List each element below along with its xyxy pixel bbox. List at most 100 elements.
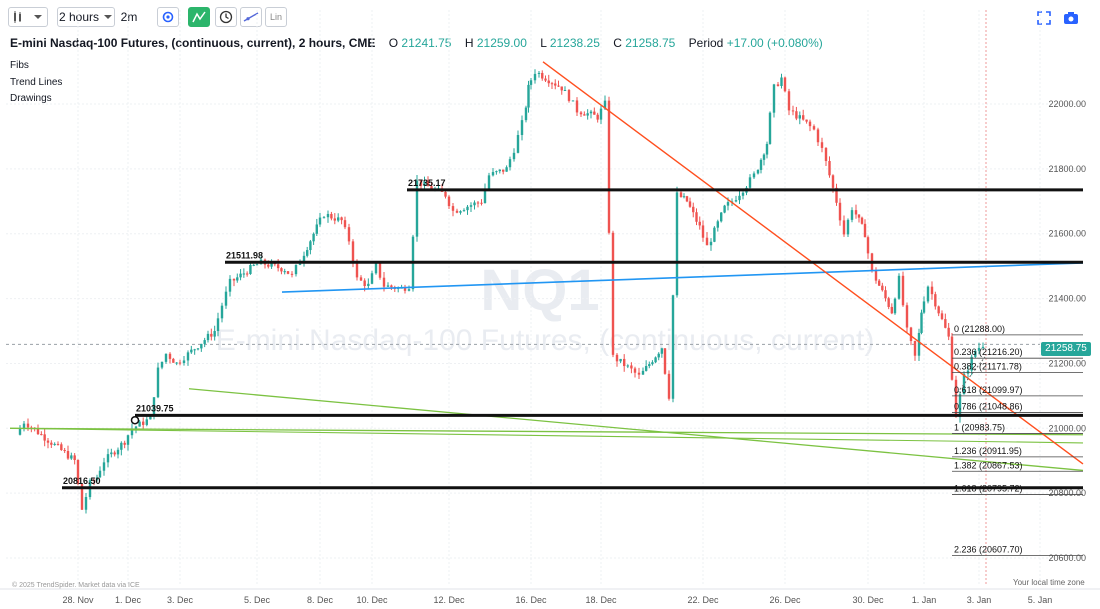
- scale-toggle-button[interactable]: Lin: [265, 7, 287, 27]
- interval-button[interactable]: 2 hours: [57, 7, 115, 27]
- candle-body: [828, 161, 831, 176]
- replay-button[interactable]: [215, 7, 237, 27]
- candle-body: [657, 353, 660, 358]
- green-trendline-lower[interactable]: [188, 388, 1084, 472]
- candle-body: [554, 83, 557, 86]
- overlay-list: Fibs Trend Lines Drawings: [10, 58, 62, 108]
- candle-body: [527, 84, 530, 108]
- green-trendline-mid[interactable]: [9, 427, 1084, 444]
- candle-body: [386, 285, 390, 287]
- candle-body: [579, 112, 583, 115]
- candle-body: [255, 264, 259, 266]
- update-interval-button[interactable]: 2m: [117, 7, 141, 27]
- candle-body: [172, 358, 175, 363]
- candle-body: [550, 83, 554, 85]
- candle-body: [491, 172, 495, 176]
- price-tick-label: 21200.00: [1048, 358, 1086, 368]
- overlay-item-drawings[interactable]: Drawings: [10, 93, 52, 104]
- blue-trendline[interactable]: [281, 262, 1084, 293]
- candle-body: [887, 298, 890, 307]
- candle-body: [462, 210, 466, 212]
- candle-body: [524, 107, 528, 121]
- candle-body: [893, 298, 897, 314]
- candle-body: [857, 214, 861, 218]
- price-tick-label: 21600.00: [1048, 229, 1086, 239]
- candle-body: [667, 373, 671, 399]
- scale-label: Lin: [269, 12, 282, 22]
- candle-body: [40, 434, 43, 436]
- candle-body: [130, 428, 134, 436]
- green-trendline-flat[interactable]: [9, 427, 1084, 436]
- candle-body: [459, 211, 462, 213]
- candle-body: [98, 470, 102, 478]
- price-tick-label: 21000.00: [1048, 423, 1086, 433]
- candle-body: [947, 327, 950, 337]
- candle-body: [95, 477, 99, 481]
- candle-body: [877, 280, 881, 286]
- fullscreen-button[interactable]: [1037, 11, 1051, 25]
- candle-body: [487, 175, 491, 189]
- candle-body: [149, 416, 152, 420]
- chart-type-button[interactable]: [8, 7, 48, 27]
- candle-body: [780, 77, 783, 86]
- candle-body: [765, 143, 769, 155]
- candle-body: [850, 210, 854, 220]
- candle-body: [682, 196, 686, 198]
- screenshot-button[interactable]: [1063, 11, 1079, 25]
- candle-body: [483, 188, 487, 204]
- candle-body: [190, 349, 193, 353]
- candle-body: [18, 428, 22, 435]
- candle-body: [881, 285, 884, 291]
- period-value: +17.00 (+0.080%): [726, 36, 823, 50]
- candle-body: [138, 421, 141, 427]
- candle-body: [560, 86, 563, 91]
- candle-body: [671, 295, 675, 399]
- overlay-item-fibs[interactable]: Fibs: [10, 60, 29, 71]
- candle-body: [276, 264, 280, 269]
- candle-body: [734, 200, 738, 202]
- indicator-toggle-button[interactable]: [188, 7, 210, 27]
- candle-body: [309, 241, 312, 251]
- candle-body: [596, 114, 599, 120]
- candle-body: [106, 454, 110, 463]
- candle-body: [22, 423, 26, 429]
- fib-label: 2.236 (20607.70): [954, 545, 1023, 555]
- candle-body: [637, 372, 641, 375]
- anchor-point[interactable]: [130, 415, 140, 425]
- candle-body: [286, 271, 290, 274]
- timezone-note[interactable]: Your local time zone: [1013, 578, 1085, 587]
- candle-body: [330, 213, 333, 219]
- level-label: 21511.98: [226, 250, 263, 260]
- overlay-item-trend-lines[interactable]: Trend Lines: [10, 76, 63, 88]
- candles: [18, 69, 985, 514]
- candle-body: [692, 206, 695, 213]
- candle-body: [302, 255, 306, 262]
- candle-body: [326, 213, 330, 218]
- candle-body: [84, 497, 88, 510]
- candle-body: [675, 192, 679, 296]
- candle-body: [280, 268, 283, 272]
- date-tick-label: 30. Dec: [852, 595, 884, 605]
- settings-button[interactable]: [157, 7, 179, 27]
- candle-body: [294, 264, 298, 275]
- high-value: 21259.00: [476, 36, 527, 50]
- candle-body: [808, 121, 812, 127]
- candle-body: [505, 167, 508, 172]
- candle-body: [337, 217, 340, 221]
- candle-body: [206, 333, 210, 341]
- candle-body: [575, 100, 579, 113]
- candle-body: [541, 72, 544, 79]
- candle-body: [236, 277, 239, 281]
- fib-anchor-line[interactable]: [954, 356, 986, 397]
- price-tick-label: 21400.00: [1048, 294, 1086, 304]
- candle-body: [120, 442, 123, 450]
- candle-body: [351, 241, 355, 263]
- candle-body: [419, 180, 423, 186]
- low-value: 21238.25: [549, 36, 600, 50]
- candle-body: [776, 84, 780, 86]
- candle-body: [270, 262, 273, 267]
- fib-label: 1 (20983.75): [954, 423, 1005, 433]
- candle-body: [930, 286, 934, 295]
- candle-body: [53, 443, 56, 445]
